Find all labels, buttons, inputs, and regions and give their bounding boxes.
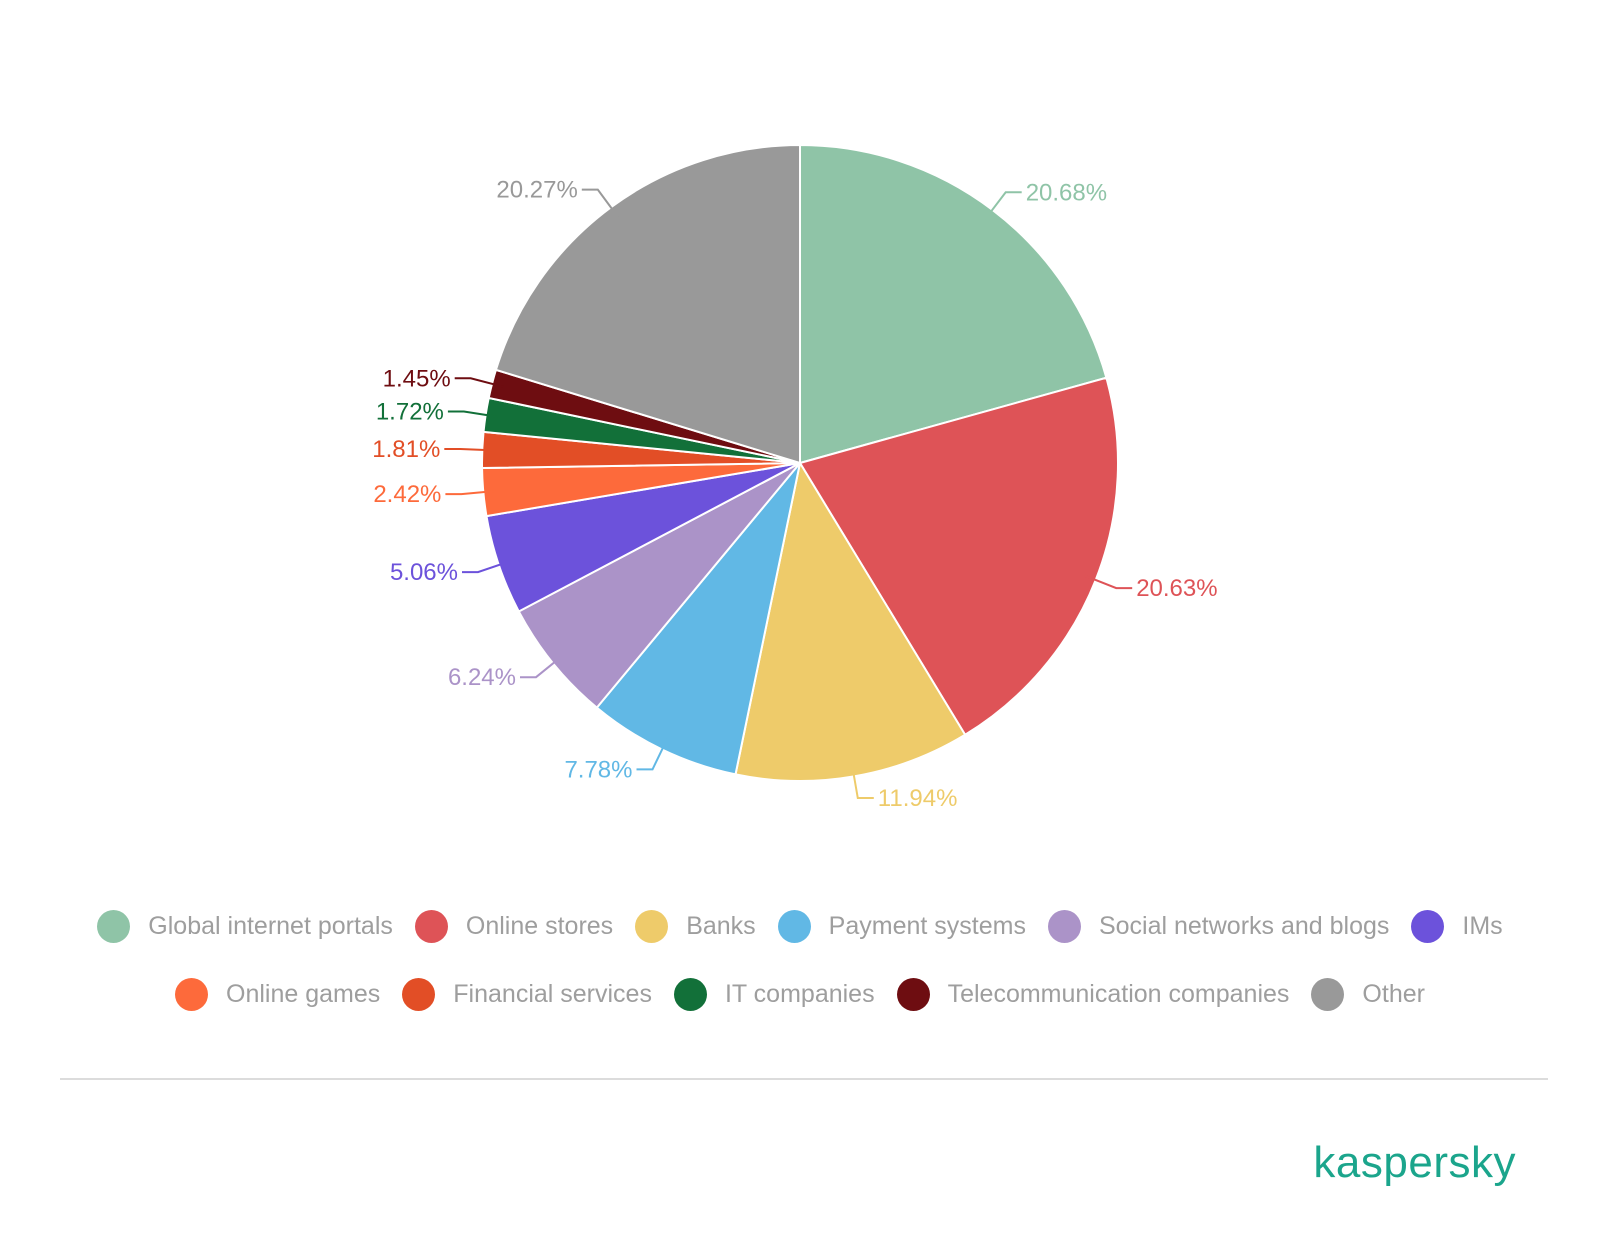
data-label-other: 20.27% bbox=[496, 177, 577, 204]
leader-line-ims bbox=[462, 560, 511, 574]
legend-swatch bbox=[635, 910, 669, 943]
pie-slices bbox=[481, 143, 1119, 782]
leader-line-online-stores bbox=[1084, 574, 1133, 590]
data-label-financial-services: 1.81% bbox=[372, 436, 440, 463]
legend-item-banks[interactable]: Banks bbox=[635, 910, 756, 943]
legend-label: IMs bbox=[1462, 912, 1503, 940]
legend-row-2: Online games Financial services IT compani… bbox=[0, 978, 1600, 1011]
leader-line-telecommunication-companies bbox=[454, 377, 504, 388]
legend-item-ims[interactable]: IMs bbox=[1411, 910, 1503, 943]
data-label-it-companies: 1.72% bbox=[376, 399, 444, 426]
data-label-payment-systems: 7.78% bbox=[564, 756, 632, 783]
legend-label: Financial services bbox=[453, 980, 652, 1008]
data-label-social-networks-and-blogs: 6.24% bbox=[448, 664, 516, 691]
pie-chart: 20.68% 20.63% 11.94% 7.78% 6.24% 5.06% 2.42% 1.… bbox=[372, 143, 1218, 812]
leader-line-global-internet-portals bbox=[984, 191, 1022, 220]
data-label-global-internet-portals: 20.68% bbox=[1026, 179, 1107, 206]
data-label-ims: 5.06% bbox=[390, 559, 458, 586]
data-labels: 20.68% 20.63% 11.94% 7.78% 6.24% 5.06% 2.42% 1.… bbox=[372, 177, 1217, 812]
legend-item-online-games[interactable]: Online games bbox=[175, 978, 380, 1011]
leader-line-payment-systems bbox=[636, 738, 669, 771]
legend-item-social-networks-and-blogs[interactable]: Social networks and blogs bbox=[1047, 910, 1390, 943]
legend-swatch bbox=[97, 910, 131, 943]
legend-swatch bbox=[1411, 910, 1445, 943]
legend-row-1: Global internet portals Online stores Bank… bbox=[0, 910, 1600, 943]
legend-swatch bbox=[175, 978, 209, 1011]
legend-label: Online stores bbox=[465, 912, 614, 940]
leader-line-it-companies bbox=[447, 410, 498, 418]
leader-line-social-networks-and-blogs bbox=[520, 655, 564, 679]
legend-label: Global internet portals bbox=[148, 912, 393, 940]
data-label-online-games: 2.42% bbox=[373, 481, 441, 508]
leader-line-banks bbox=[851, 764, 874, 799]
legend-swatch bbox=[414, 910, 448, 943]
legend-item-telecommunication-companies[interactable]: Telecommunication companies bbox=[896, 978, 1290, 1011]
legend-label: IT companies bbox=[724, 980, 875, 1008]
legend-label: Payment systems bbox=[828, 912, 1026, 940]
legend-swatch bbox=[896, 978, 930, 1011]
legend-swatch bbox=[777, 910, 811, 943]
legend-label: Online games bbox=[226, 980, 381, 1008]
label-leader-lines bbox=[444, 188, 1133, 799]
legend-item-payment-systems[interactable]: Payment systems bbox=[777, 910, 1026, 943]
legend-label: Other bbox=[1362, 980, 1425, 1008]
legend-swatch bbox=[673, 978, 707, 1011]
legend-label: Social networks and blogs bbox=[1098, 912, 1390, 940]
leader-line-online-games bbox=[445, 490, 496, 496]
data-label-telecommunication-companies: 1.45% bbox=[383, 365, 451, 392]
leader-line-other bbox=[581, 188, 619, 218]
legend-swatch bbox=[402, 978, 436, 1011]
legend-item-other[interactable]: Other bbox=[1311, 978, 1425, 1011]
legend-swatch bbox=[1311, 978, 1345, 1011]
kaspersky-logo: kaspersky bbox=[1313, 1138, 1516, 1187]
legend-swatch bbox=[1047, 910, 1081, 943]
divider bbox=[60, 1078, 1548, 1080]
data-label-online-stores: 20.63% bbox=[1136, 575, 1217, 602]
data-label-banks: 11.94% bbox=[878, 785, 958, 812]
legend-item-global-internet-portals[interactable]: Global internet portals bbox=[97, 910, 393, 943]
legend-item-online-stores[interactable]: Online stores bbox=[414, 910, 614, 943]
legend-item-it-companies[interactable]: IT companies bbox=[673, 978, 875, 1011]
leader-line-financial-services bbox=[444, 448, 495, 452]
legend-item-financial-services[interactable]: Financial services bbox=[402, 978, 652, 1011]
legend-label: Banks bbox=[686, 912, 756, 940]
legend-label: Telecommunication companies bbox=[947, 980, 1290, 1008]
